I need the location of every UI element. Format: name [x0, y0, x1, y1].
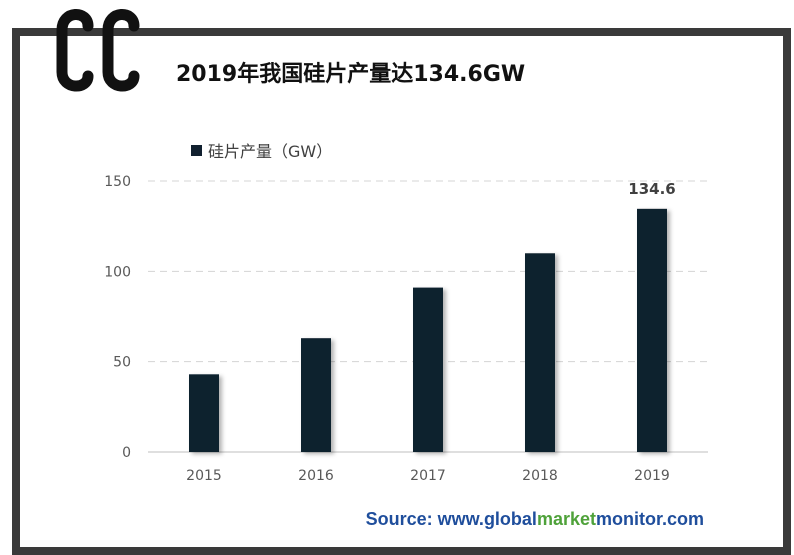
- source-part-global: global: [483, 509, 537, 529]
- y-tick-label: 150: [104, 174, 131, 190]
- x-tick-label: 2016: [298, 468, 334, 484]
- bar-2017: [413, 287, 443, 452]
- source-prefix: Source: www.: [365, 509, 484, 529]
- x-tick-label: 2018: [522, 468, 558, 484]
- data-label: 134.6: [628, 180, 675, 198]
- x-tick-label: 2015: [186, 468, 222, 484]
- legend-label: 硅片产量（GW）: [208, 142, 332, 161]
- bar-2018: [525, 253, 555, 452]
- source-credit: Source: www.globalmarketmonitor.com: [366, 509, 704, 530]
- bar-2016: [301, 338, 331, 452]
- source-part-market: market: [536, 509, 596, 529]
- x-tick-label: 2019: [634, 468, 670, 484]
- source-suffix: .com: [661, 509, 704, 529]
- x-tick-label: 2017: [410, 468, 446, 484]
- y-tick-label: 50: [113, 355, 131, 371]
- source-part-monitor: monitor: [595, 509, 662, 529]
- chart-title: 2019年我国硅片产量达134.6GW: [176, 62, 526, 87]
- y-tick-label: 100: [104, 264, 131, 280]
- bar-2015: [189, 374, 219, 452]
- y-tick-label: 0: [122, 445, 131, 461]
- legend-swatch: [191, 145, 202, 156]
- bar-2019: [637, 208, 667, 452]
- logo-icon: [56, 9, 140, 92]
